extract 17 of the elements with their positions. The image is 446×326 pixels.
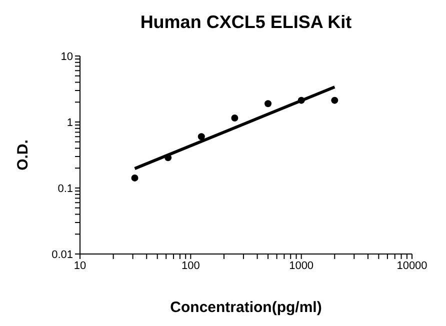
point bbox=[331, 96, 338, 104]
y-tick-label: 0.1 bbox=[58, 182, 73, 195]
point bbox=[198, 133, 205, 140]
point bbox=[298, 96, 305, 104]
x-tick-label: 100 bbox=[181, 260, 200, 272]
point bbox=[131, 174, 138, 182]
x-tick-label: 10 bbox=[74, 260, 86, 272]
y-tick-label: 1 bbox=[66, 116, 73, 129]
y-axis-title: O.D. bbox=[14, 140, 32, 170]
y-tick-label: 0.01 bbox=[52, 248, 73, 261]
x-tick-label: 10000 bbox=[396, 260, 428, 272]
y-tick-label: 10 bbox=[60, 50, 73, 63]
chart-title: Human CXCL5 ELISA Kit bbox=[139, 12, 353, 33]
x-axis-title: Concentration(pg/ml) bbox=[170, 299, 322, 316]
x-tick-label: 1000 bbox=[289, 260, 314, 272]
point bbox=[231, 114, 238, 122]
point bbox=[264, 100, 272, 108]
